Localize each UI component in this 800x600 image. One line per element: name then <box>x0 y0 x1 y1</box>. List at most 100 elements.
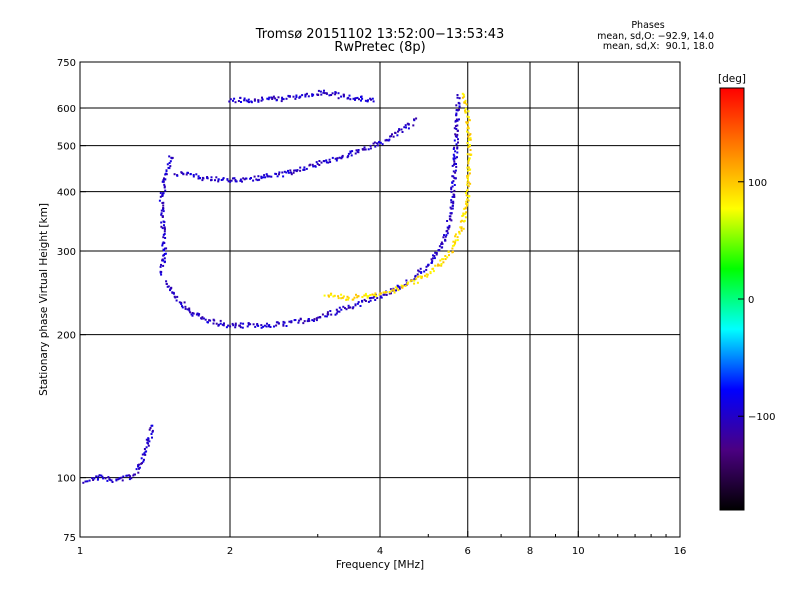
data-point <box>121 479 124 482</box>
data-point <box>325 159 328 162</box>
data-point <box>181 306 184 309</box>
data-point <box>452 175 455 178</box>
data-point <box>312 320 315 322</box>
phases-label: Phases <box>631 20 665 31</box>
data-point <box>455 165 458 168</box>
data-point <box>160 209 163 212</box>
data-point <box>223 322 225 325</box>
data-point <box>172 292 175 295</box>
data-point <box>162 208 165 210</box>
data-point <box>175 299 178 302</box>
data-point <box>306 92 308 95</box>
data-point <box>398 128 401 131</box>
data-point <box>440 264 443 267</box>
data-point <box>163 230 166 233</box>
data-point <box>165 170 168 173</box>
data-point <box>335 159 338 162</box>
data-point <box>467 185 470 188</box>
data-point <box>363 148 366 151</box>
data-point <box>450 190 453 193</box>
data-point <box>302 168 305 171</box>
data-point <box>438 245 441 248</box>
data-point <box>220 179 223 181</box>
data-point <box>160 263 162 266</box>
data-point <box>451 244 454 247</box>
data-point <box>382 291 385 294</box>
data-point <box>455 113 458 116</box>
data-point <box>162 248 165 251</box>
data-point <box>416 281 419 284</box>
data-point <box>464 192 467 194</box>
data-point <box>369 144 372 147</box>
data-point <box>328 158 331 161</box>
data-point <box>295 96 298 98</box>
data-point <box>371 97 374 100</box>
data-point <box>405 279 408 282</box>
data-point <box>86 480 89 483</box>
data-point <box>332 295 335 298</box>
data-point <box>466 198 469 201</box>
data-point <box>464 216 467 219</box>
data-point <box>299 317 302 320</box>
data-point <box>266 97 269 100</box>
data-point <box>160 273 163 276</box>
data-point <box>84 480 87 483</box>
data-point <box>453 196 456 198</box>
data-point <box>138 467 140 470</box>
data-point <box>446 256 449 259</box>
data-point <box>456 129 459 132</box>
data-point <box>340 293 343 296</box>
data-point <box>162 178 165 181</box>
data-point <box>160 221 163 224</box>
data-point <box>444 239 447 242</box>
data-point <box>239 322 242 325</box>
data-point <box>466 169 469 172</box>
data-point <box>398 286 401 289</box>
data-point <box>452 240 455 243</box>
data-point <box>299 169 302 172</box>
y-axis-title: Stationary phase Virtual Height [km] <box>38 203 50 396</box>
data-point <box>191 312 194 314</box>
data-point <box>231 322 234 325</box>
trace-o-mode-upper-branch <box>173 117 418 183</box>
data-point <box>342 95 345 98</box>
data-point <box>162 259 165 262</box>
data-point <box>421 275 423 278</box>
data-point <box>451 247 454 250</box>
data-point <box>186 171 189 174</box>
data-point <box>456 236 459 239</box>
data-point <box>377 144 379 147</box>
data-point <box>180 171 183 174</box>
data-point <box>282 175 285 178</box>
data-point <box>188 307 191 310</box>
data-point <box>253 175 256 178</box>
data-point <box>389 135 392 138</box>
data-point <box>102 477 105 480</box>
data-point <box>277 96 280 99</box>
data-point <box>458 230 461 233</box>
data-point <box>100 474 103 477</box>
data-point <box>260 177 263 180</box>
data-point <box>432 267 435 270</box>
data-point <box>389 288 392 291</box>
data-point <box>373 295 376 298</box>
data-point <box>349 98 352 101</box>
data-point <box>164 247 166 250</box>
data-point <box>424 274 426 277</box>
data-point <box>453 127 456 130</box>
data-point <box>439 259 442 262</box>
data-point <box>451 195 454 198</box>
data-point <box>458 97 461 100</box>
colorbar-tick-label: 0 <box>748 295 754 306</box>
data-point <box>198 313 201 316</box>
data-point <box>164 172 167 175</box>
data-point <box>317 94 320 96</box>
data-point <box>308 164 311 167</box>
data-point <box>197 177 200 180</box>
data-point <box>237 100 240 102</box>
data-point <box>160 225 163 228</box>
data-point <box>441 258 444 261</box>
data-point <box>239 326 242 329</box>
data-point <box>468 145 471 148</box>
data-point <box>452 153 455 156</box>
